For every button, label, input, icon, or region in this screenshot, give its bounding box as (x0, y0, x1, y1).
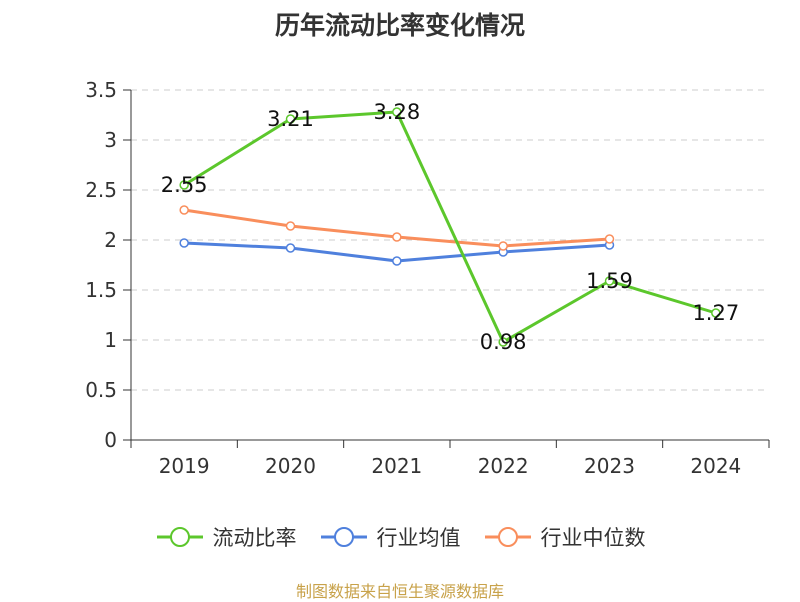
source-note: 制图数据来自恒生聚源数据库 (295, 582, 504, 601)
series-line-0 (183, 110, 717, 344)
legend-item-2[interactable]: 行业中位数 (483, 522, 646, 552)
data-point (285, 243, 296, 253)
y-tick-label: 2 (104, 228, 117, 252)
legend-marker-icon (320, 527, 367, 547)
data-label: 2.55 (161, 173, 208, 197)
data-point (392, 232, 402, 242)
data-point (498, 241, 508, 251)
y-tick-label: 0 (104, 428, 117, 452)
data-point (498, 337, 508, 347)
data-point (604, 276, 615, 286)
data-point (604, 234, 615, 244)
y-tick-label: 1.5 (85, 278, 117, 302)
data-point (285, 221, 296, 231)
data-point (179, 205, 189, 215)
legend-item-0[interactable]: 流动比率 (155, 522, 297, 552)
y-tick-label: 3.5 (85, 78, 117, 102)
legend-marker-icon (484, 527, 531, 547)
data-label: 1.59 (586, 269, 633, 293)
legend-label: 行业中位数 (540, 526, 646, 550)
legend: 流动比率 行业均值 行业中位数 (0, 520, 800, 554)
data-label: 3.21 (267, 107, 314, 131)
data-point (392, 107, 402, 117)
legend-label: 行业均值 (376, 526, 461, 550)
y-tick-label: 1 (104, 328, 117, 352)
axis-layer: 0 0.5 1 1.5 2 2.5 3 3.5 2019 2020 2021 2022 2023 2024 (85, 78, 770, 478)
series-layer (179, 107, 721, 347)
data-label-layer: 2.55 3.21 3.28 0.98 1.59 1.27 (161, 100, 739, 354)
x-tick-label: 2021 (371, 454, 422, 478)
x-tick-label: 2022 (478, 454, 529, 478)
data-label: 3.28 (373, 100, 420, 124)
data-label: 1.27 (692, 301, 739, 325)
y-tick-label: 0.5 (85, 378, 117, 402)
data-label: 0.98 (480, 330, 527, 354)
legend-item-1[interactable]: 行业均值 (319, 522, 461, 552)
x-tick-label: 2023 (584, 454, 635, 478)
data-point (179, 180, 189, 190)
chart-title: 历年流动比率变化情况 (274, 11, 525, 40)
legend-marker-icon (156, 527, 203, 547)
data-point (179, 238, 189, 248)
data-point (285, 114, 296, 124)
data-point (711, 308, 721, 318)
y-tick-label: 2.5 (85, 178, 117, 202)
data-point (392, 256, 402, 266)
x-tick-label: 2024 (690, 454, 741, 478)
legend-label: 流动比率 (212, 526, 297, 550)
x-tick-label: 2019 (159, 454, 210, 478)
x-tick-label: 2020 (265, 454, 316, 478)
y-tick-label: 3 (104, 128, 117, 152)
